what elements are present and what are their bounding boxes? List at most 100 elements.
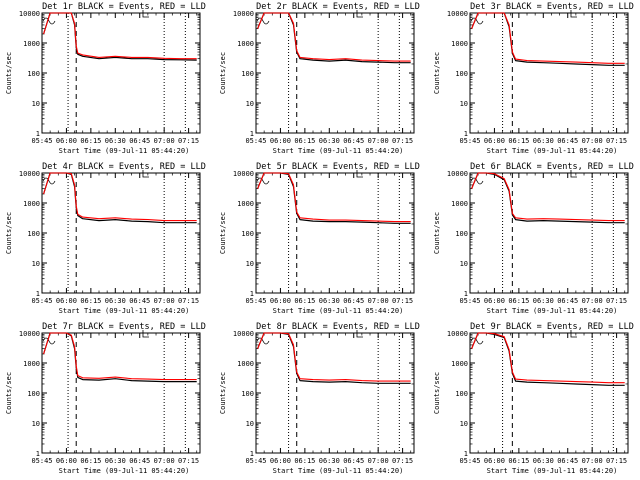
x-tick-label: 06:45 <box>343 297 364 305</box>
x-axis-label: Start Time (09-Jul-11 05:44:20) <box>487 307 618 315</box>
x-tick-label: 06:45 <box>129 297 150 305</box>
events-series-line <box>471 332 625 386</box>
y-tick-label: 10000 <box>447 170 468 178</box>
corner-mark <box>356 10 363 18</box>
y-tick-label: 1 <box>250 450 254 458</box>
x-tick-label: 06:30 <box>319 137 340 145</box>
x-tick-label: 07:00 <box>154 137 175 145</box>
corner-mark <box>42 337 56 345</box>
x-tick-label: 06:15 <box>80 457 101 465</box>
y-axis-label: Counts/sec <box>5 372 13 414</box>
x-tick-label: 06:15 <box>80 137 101 145</box>
y-axis-label: Counts/sec <box>219 212 227 254</box>
lld-series-line <box>43 332 197 381</box>
x-tick-label: 07:15 <box>178 457 199 465</box>
x-axis-label: Start Time (09-Jul-11 05:44:20) <box>273 307 404 315</box>
x-tick-label: 05:45 <box>459 297 480 305</box>
events-series-line <box>43 12 197 61</box>
x-tick-label: 06:15 <box>80 297 101 305</box>
x-tick-label: 06:15 <box>294 297 315 305</box>
x-axis-label: Start Time (09-Jul-11 05:44:20) <box>273 147 404 155</box>
x-tick-label: 05:45 <box>245 297 266 305</box>
y-tick-label: 1000 <box>23 200 40 208</box>
plot-frame <box>255 332 415 454</box>
x-tick-label: 07:15 <box>606 297 627 305</box>
corner-mark <box>570 170 577 178</box>
events-series-line <box>471 12 625 66</box>
y-tick-label: 100 <box>27 390 40 398</box>
events-series-line <box>257 332 411 384</box>
lld-series-line <box>257 172 411 223</box>
events-series-line <box>471 172 625 224</box>
y-axis-label: Counts/sec <box>433 52 441 94</box>
y-axis-label: Counts/sec <box>5 212 13 254</box>
x-tick-label: 05:45 <box>31 457 52 465</box>
x-tick-label: 07:00 <box>582 297 603 305</box>
y-tick-label: 10 <box>32 420 40 428</box>
x-tick-label: 06:00 <box>270 457 291 465</box>
x-tick-label: 07:00 <box>582 137 603 145</box>
chart-title: Det 7r BLACK = Events, RED = LLD <box>42 322 206 332</box>
chart-title: Det 9r BLACK = Events, RED = LLD <box>470 322 634 332</box>
y-tick-label: 1000 <box>451 360 468 368</box>
y-tick-label: 1000 <box>451 200 468 208</box>
x-tick-label: 07:00 <box>368 457 389 465</box>
x-tick-label: 06:00 <box>56 297 77 305</box>
corner-mark <box>256 177 270 185</box>
x-axis-label: Start Time (09-Jul-11 05:44:20) <box>59 147 190 155</box>
y-tick-label: 10000 <box>447 10 468 18</box>
x-tick-label: 06:30 <box>533 297 554 305</box>
x-tick-label: 05:45 <box>459 137 480 145</box>
lld-series-line <box>43 12 197 60</box>
y-tick-label: 1000 <box>23 40 40 48</box>
plot-frame <box>255 12 415 134</box>
plot-frame <box>255 172 415 294</box>
x-tick-label: 06:45 <box>557 457 578 465</box>
corner-mark <box>256 17 270 25</box>
y-tick-label: 100 <box>241 230 254 238</box>
y-axis-label: Counts/sec <box>433 212 441 254</box>
y-tick-label: 10 <box>32 100 40 108</box>
y-tick-label: 10 <box>246 100 254 108</box>
x-tick-label: 06:45 <box>557 297 578 305</box>
y-tick-label: 1 <box>36 450 40 458</box>
y-axis-label: Counts/sec <box>219 52 227 94</box>
events-series-line <box>257 12 411 64</box>
plot-frame <box>41 12 201 134</box>
plot-frame <box>469 172 629 294</box>
x-tick-label: 06:30 <box>105 137 126 145</box>
y-tick-label: 10 <box>246 420 254 428</box>
lld-series-line <box>43 172 197 222</box>
x-tick-label: 07:15 <box>392 297 413 305</box>
chart-title: Det 1r BLACK = Events, RED = LLD <box>42 2 206 12</box>
y-tick-label: 1 <box>36 130 40 138</box>
lld-series-line <box>257 332 411 382</box>
corner-mark <box>42 17 56 25</box>
x-tick-label: 06:45 <box>343 137 364 145</box>
corner-mark <box>470 337 484 345</box>
corner-mark <box>356 170 363 178</box>
y-tick-label: 100 <box>455 230 468 238</box>
y-tick-label: 10 <box>32 260 40 268</box>
corner-mark <box>42 177 56 185</box>
x-tick-label: 05:45 <box>245 137 266 145</box>
y-tick-label: 10000 <box>19 330 40 338</box>
chart-title: Det 8r BLACK = Events, RED = LLD <box>256 322 420 332</box>
y-tick-label: 1000 <box>23 360 40 368</box>
x-tick-label: 06:30 <box>533 137 554 145</box>
x-tick-label: 05:45 <box>245 457 266 465</box>
y-tick-label: 10 <box>460 100 468 108</box>
y-tick-label: 1 <box>36 290 40 298</box>
y-tick-label: 10000 <box>233 170 254 178</box>
corner-mark <box>142 170 149 178</box>
x-tick-label: 06:15 <box>508 137 529 145</box>
y-tick-label: 1000 <box>451 40 468 48</box>
x-tick-label: 06:00 <box>56 457 77 465</box>
y-tick-label: 1000 <box>237 360 254 368</box>
x-tick-label: 05:45 <box>459 457 480 465</box>
x-tick-label: 07:00 <box>154 297 175 305</box>
chart-title: Det 5r BLACK = Events, RED = LLD <box>256 162 420 172</box>
y-tick-label: 1 <box>250 290 254 298</box>
events-series-line <box>43 172 197 224</box>
